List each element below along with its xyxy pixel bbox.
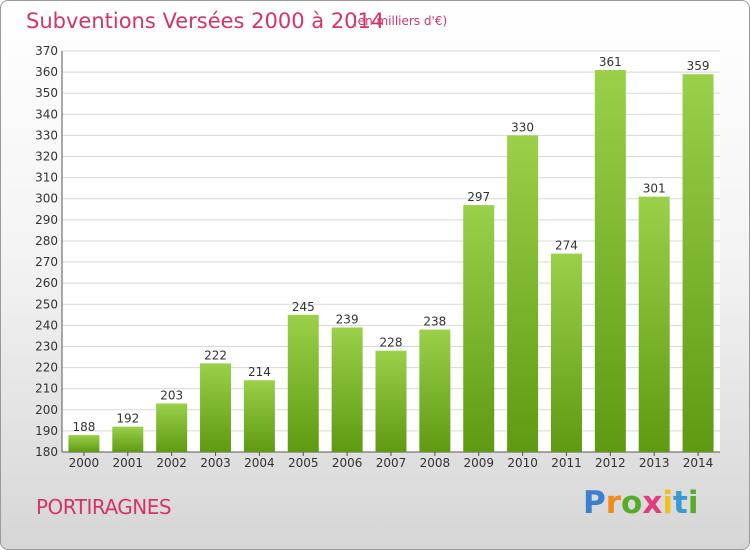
x-tick-label: 2001 (113, 456, 144, 470)
bar-2000 (68, 435, 100, 452)
bar-2008 (419, 329, 451, 452)
y-tick-label: 270 (35, 255, 58, 269)
x-tick-label: 2008 (420, 456, 451, 470)
x-tick-label: 2000 (69, 456, 100, 470)
x-tick-label: 2012 (595, 456, 626, 470)
bar-2005 (287, 314, 319, 452)
bar-2011 (550, 253, 582, 452)
x-tick-label: 2010 (507, 456, 538, 470)
y-tick-label: 330 (35, 128, 58, 142)
data-label-2005: 245 (292, 300, 315, 314)
data-label-2006: 239 (336, 312, 359, 326)
bar-2009 (463, 205, 495, 452)
chart-title: Subventions Versées 2000 à 2014 (26, 9, 385, 33)
data-label-2003: 222 (204, 348, 227, 362)
y-tick-label: 250 (35, 297, 58, 311)
x-tick-label: 2009 (463, 456, 494, 470)
x-tick-label: 2003 (200, 456, 231, 470)
chart-subtitle: (en milliers d'€) (353, 14, 448, 28)
data-label-2007: 228 (380, 336, 403, 350)
data-label-2002: 203 (160, 388, 183, 402)
y-tick-label: 310 (35, 171, 58, 185)
data-label-2009: 297 (467, 190, 490, 204)
y-tick-label: 200 (35, 403, 58, 417)
x-tick-label: 2004 (244, 456, 275, 470)
y-tick-label: 360 (35, 65, 58, 79)
y-tick-label: 210 (35, 382, 58, 396)
y-tick-label: 260 (35, 276, 58, 290)
data-label-2008: 238 (423, 315, 446, 329)
data-label-2000: 188 (72, 420, 95, 434)
y-tick-label: 190 (35, 424, 58, 438)
y-tick-label: 230 (35, 339, 58, 353)
bar-2003 (200, 363, 232, 452)
data-label-2012: 361 (599, 55, 622, 69)
bar-2004 (243, 380, 275, 452)
x-tick-label: 2011 (551, 456, 582, 470)
y-tick-label: 290 (35, 213, 58, 227)
y-tick-label: 340 (35, 107, 58, 121)
x-tick-label: 2007 (376, 456, 407, 470)
y-tick-label: 370 (35, 44, 58, 58)
x-tick-label: 2002 (156, 456, 187, 470)
data-label-2004: 214 (248, 365, 271, 379)
bar-2010 (507, 135, 539, 452)
commune-name: PORTIRAGNES (36, 495, 172, 519)
y-tick-label: 320 (35, 150, 58, 164)
x-tick-label: 2005 (288, 456, 319, 470)
data-label-2001: 192 (116, 412, 139, 426)
data-label-2014: 359 (687, 59, 710, 73)
y-tick-label: 220 (35, 361, 58, 375)
data-label-2010: 330 (511, 120, 534, 134)
bar-2006 (331, 327, 363, 452)
y-tick-label: 350 (35, 86, 58, 100)
bar-2002 (156, 403, 188, 452)
x-tick-label: 2013 (639, 456, 670, 470)
x-tick-label: 2014 (683, 456, 714, 470)
bar-2012 (594, 69, 626, 452)
bar-2013 (638, 196, 670, 452)
data-label-2013: 301 (643, 182, 666, 196)
y-tick-label: 180 (35, 445, 58, 459)
y-tick-label: 280 (35, 234, 58, 248)
bar-2014 (682, 74, 714, 452)
proxiti-logo: Proxiti (583, 485, 699, 521)
data-label-2011: 274 (555, 239, 578, 253)
bar-2001 (112, 426, 144, 452)
y-tick-label: 300 (35, 192, 58, 206)
bar-2007 (375, 350, 407, 452)
x-tick-label: 2006 (332, 456, 363, 470)
y-tick-label: 240 (35, 318, 58, 332)
